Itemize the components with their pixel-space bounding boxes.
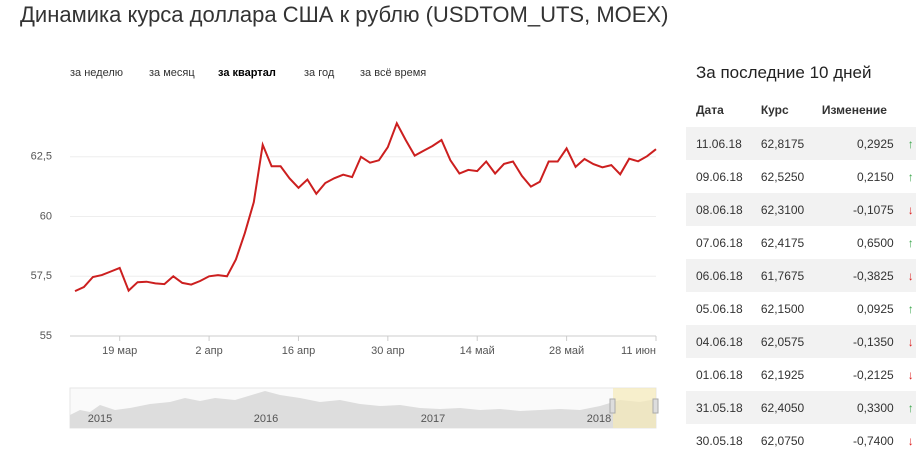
navigator-year: 2016 <box>254 413 278 425</box>
trend-arrow: ↓ <box>907 433 914 448</box>
table-cell: 07.06.18 <box>696 235 743 250</box>
page-title: Динамика курса доллара США к рублю (USDT… <box>20 2 669 27</box>
period-tab[interactable]: за месяц <box>149 67 195 79</box>
trend-arrow: ↑ <box>907 301 914 316</box>
table-cell: 05.06.18 <box>696 301 743 316</box>
trend-arrow: ↓ <box>897 259 916 292</box>
period-tab[interactable]: за квартал <box>218 67 276 79</box>
trend-arrow: ↓ <box>907 367 914 382</box>
table-cell: 0,3300 <box>811 391 898 424</box>
table-cell: 62,3100 <box>750 193 812 226</box>
y-tick-label: 57,5 <box>31 270 52 282</box>
table-cell: -0,7400 <box>852 433 894 448</box>
x-tick-label: 11 июн <box>621 345 656 357</box>
trend-arrow: ↑ <box>907 169 914 184</box>
navigator-year: 2015 <box>88 413 112 425</box>
y-tick-label: 62,5 <box>31 151 52 163</box>
header-row: Дата Курс Изменение <box>686 93 916 127</box>
recent-table: За последние 10 дней Дата Курс Изменение 11… <box>686 58 916 457</box>
navigator-area <box>70 391 656 428</box>
column-header: Изменение <box>821 103 887 117</box>
x-tick-label: 14 май <box>460 345 495 357</box>
table-cell: -0,1350 <box>811 325 898 358</box>
table-cell: 62,1500 <box>760 301 805 316</box>
table-cell: 04.06.18 <box>686 325 751 358</box>
column-header: Дата <box>696 103 724 117</box>
table-cell: 0,6500 <box>856 235 894 250</box>
table-row: 01.06.18 62,1925 -0,2125 ↓ <box>686 358 916 391</box>
table-cell: 62,4050 <box>750 391 812 424</box>
table-title: За последние 10 дней <box>696 63 872 82</box>
table-cell: -0,3825 <box>811 259 898 292</box>
table-cell: -0,1075 <box>811 193 898 226</box>
table-cell: 0,2150 <box>856 169 894 184</box>
price-line <box>74 120 657 293</box>
navigator-handle[interactable] <box>652 398 659 414</box>
table-cell: 62,4175 <box>760 235 805 250</box>
table-cell: 62,0575 <box>750 325 812 358</box>
x-tick-label: 2 апр <box>195 345 222 357</box>
table-cell: -0,2125 <box>852 367 894 382</box>
table-row: 04.06.18 62,0575 -0,1350 ↓ <box>686 325 916 358</box>
x-tick-label: 16 апр <box>282 345 315 357</box>
table-row: 07.06.18 62,4175 0,6500 ↑ <box>686 226 916 259</box>
table-cell: 11.06.18 <box>686 127 751 160</box>
period-tab[interactable]: за всё время <box>360 67 426 79</box>
table-cell: 0,2925 <box>811 127 898 160</box>
x-tick-label: 30 апр <box>371 345 404 357</box>
table-row: 30.05.18 62,0750 -0,7400 ↓ <box>686 424 916 457</box>
navigator-handle[interactable] <box>609 398 616 414</box>
trend-arrow: ↓ <box>897 325 916 358</box>
table-cell: 0,0925 <box>856 301 894 316</box>
table-row: 11.06.18 62,8175 0,2925 ↑ <box>686 127 916 160</box>
navigator-year: 2018 <box>587 413 611 425</box>
table-cell: 31.05.18 <box>686 391 751 424</box>
period-tab[interactable]: за год <box>304 67 335 79</box>
table-row: 09.06.18 62,5250 0,2150 ↑ <box>686 160 916 193</box>
table-cell: 62,5250 <box>760 169 805 184</box>
table-cell: 09.06.18 <box>696 169 743 184</box>
x-tick-label: 28 май <box>549 345 584 357</box>
trend-arrow: ↑ <box>897 127 916 160</box>
navigator-selection[interactable] <box>613 388 656 428</box>
column-header <box>898 93 916 127</box>
table-row: 31.05.18 62,4050 0,3300 ↑ <box>686 391 916 424</box>
trend-arrow: ↑ <box>897 391 916 424</box>
table-row: 06.06.18 61,7675 -0,3825 ↓ <box>686 259 916 292</box>
table-cell: 30.05.18 <box>696 433 743 448</box>
trend-arrow: ↑ <box>907 235 914 250</box>
y-tick-label: 60 <box>40 210 52 222</box>
table-cell: 61,7675 <box>750 259 812 292</box>
table: Дата Курс Изменение 11.06.18 62,8175 0,2925 ↑ 0… <box>686 93 916 457</box>
column-header: Курс <box>760 103 789 117</box>
table-cell: 62,8175 <box>750 127 812 160</box>
table-row: 05.06.18 62,1500 0,0925 ↑ <box>686 292 916 325</box>
trend-arrow: ↓ <box>897 193 916 226</box>
table-row: 08.06.18 62,3100 -0,1075 ↓ <box>686 193 916 226</box>
table-cell: 08.06.18 <box>686 193 751 226</box>
period-tab[interactable]: за неделю <box>70 67 123 79</box>
x-tick-label: 19 мар <box>102 345 137 357</box>
table-cell: 62,0750 <box>760 433 805 448</box>
navigator-year: 2017 <box>421 413 445 425</box>
table-cell: 62,1925 <box>760 367 805 382</box>
table-cell: 06.06.18 <box>686 259 751 292</box>
y-tick-label: 55 <box>40 330 52 342</box>
table-cell: 01.06.18 <box>696 367 743 382</box>
chart: за неделю за месяц за квартал за год за всё … <box>31 67 659 429</box>
